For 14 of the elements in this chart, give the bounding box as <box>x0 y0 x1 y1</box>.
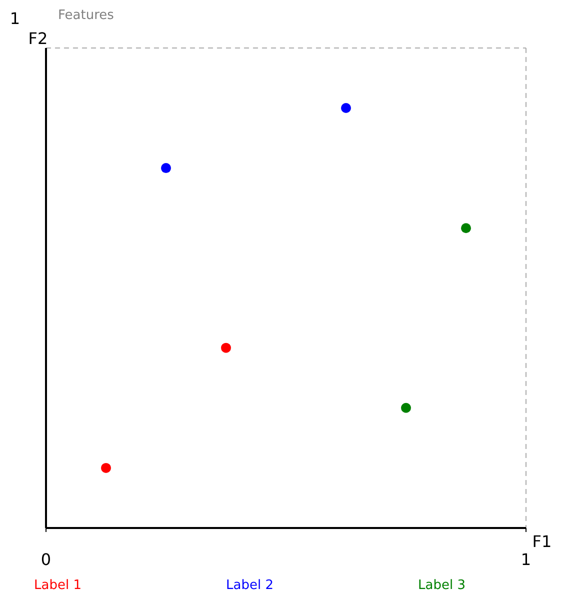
chart-title: Features <box>58 8 114 23</box>
text: Label 1 <box>34 578 82 593</box>
point <box>161 163 171 174</box>
point <box>221 342 231 353</box>
x-axis-title: F1 <box>532 532 552 551</box>
text: 1 <box>10 9 20 28</box>
point <box>401 402 411 413</box>
text: Label 2 <box>226 578 274 593</box>
text: Label 3 <box>418 578 466 593</box>
x-tick-label: 0 <box>40 550 52 569</box>
point <box>461 223 471 234</box>
point <box>341 103 351 113</box>
point <box>101 462 111 473</box>
y-axis-title: F2 <box>28 29 48 48</box>
